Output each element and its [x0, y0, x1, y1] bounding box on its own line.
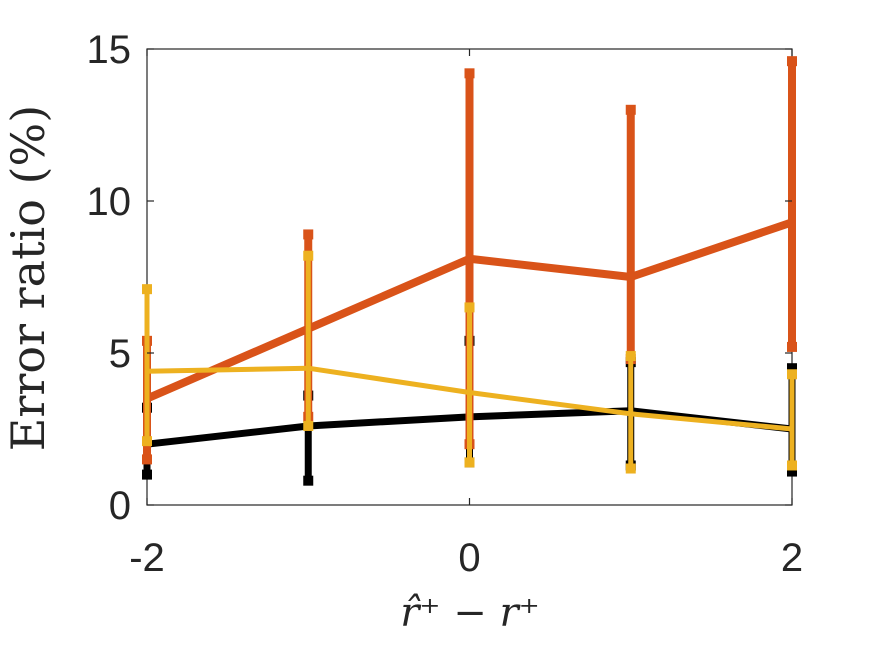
series-layer [142, 56, 797, 486]
x-tick-label: -2 [129, 536, 165, 580]
error-cap-low [625, 463, 636, 474]
y-tick-label: 5 [109, 332, 131, 376]
error-cap-high [464, 68, 475, 79]
error-cap-low [303, 420, 314, 431]
y-tick-label: 15 [87, 28, 132, 72]
error-cap-high [303, 250, 314, 261]
error-cap-high [787, 363, 797, 374]
ticks-layer: -2 0 2 0 5 10 15 [87, 28, 804, 580]
y-axis-label: Error ratio (%) [1, 105, 55, 451]
error-cap-low [787, 466, 797, 477]
error-cap-high [787, 369, 797, 380]
y-tick-label: 10 [87, 180, 132, 224]
error-cap-low [787, 460, 797, 471]
series-3 [142, 250, 797, 474]
error-cap-high [142, 284, 152, 295]
error-cap-low [464, 457, 475, 468]
error-cap-low [142, 436, 152, 447]
error-cap-high [464, 302, 475, 313]
error-cap-low [303, 475, 314, 486]
y-tick-label: 0 [109, 484, 131, 528]
x-axis-label: r̂⁺ − r⁺ [400, 590, 539, 636]
error-cap-low [787, 341, 797, 352]
series-line [145, 218, 794, 403]
error-cap-high [625, 351, 636, 362]
error-cap-high [787, 56, 797, 67]
x-tick-label: 0 [458, 536, 480, 580]
error-cap-high [303, 229, 314, 240]
error-cap-high [625, 104, 636, 115]
x-tick-label: 2 [781, 536, 803, 580]
error-cap-low [142, 469, 152, 480]
series-line [146, 365, 793, 432]
error-cap-low [142, 454, 152, 465]
